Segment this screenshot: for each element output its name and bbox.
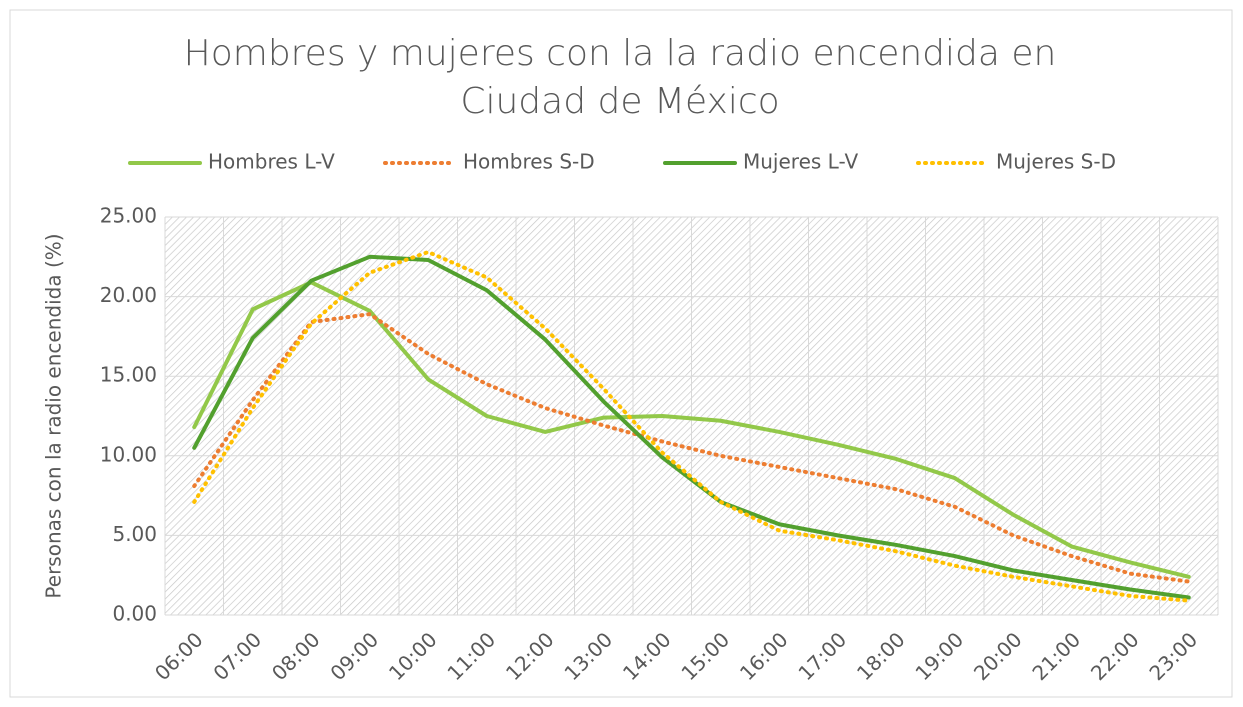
x-tick-label: 14:00 [618, 627, 676, 685]
x-tick-label: 10:00 [384, 627, 442, 685]
y-tick-label: 10.00 [100, 442, 157, 466]
legend-label: Mujeres S-D [996, 150, 1116, 174]
series-line [192, 250, 1191, 603]
x-tick-label: 08:00 [267, 627, 325, 685]
series-line [192, 254, 1191, 600]
y-tick-label: 0.00 [112, 602, 157, 626]
x-tick-label: 07:00 [208, 627, 266, 685]
chart-border [9, 9, 1233, 698]
x-tick-label: 11:00 [442, 627, 500, 685]
x-tick-label: 20:00 [969, 627, 1027, 685]
x-tick-label: 22:00 [1086, 627, 1144, 685]
x-tick-label: 12:00 [501, 627, 559, 685]
series-line [192, 280, 1191, 579]
chart-title: Hombres y mujeres con la la radio encend… [183, 33, 1057, 122]
legend-label: Hombres L-V [208, 150, 335, 174]
x-tick-label: 18:00 [852, 627, 910, 685]
x-tick-label: 09:00 [325, 627, 383, 685]
y-tick-label: 25.00 [100, 204, 157, 228]
x-tick-label: 06:00 [150, 627, 208, 685]
x-tick-label: 16:00 [735, 627, 793, 685]
y-tick-label: 15.00 [100, 363, 157, 387]
legend-label: Mujeres L-V [743, 150, 858, 174]
x-tick-label: 17:00 [793, 627, 851, 685]
legend-label: Hombres S-D [463, 150, 595, 174]
series-line [192, 312, 1191, 584]
x-tick-label: 15:00 [676, 627, 734, 685]
y-tick-label: 20.00 [100, 283, 157, 307]
x-tick-label: 19:00 [910, 627, 968, 685]
x-tick-label: 13:00 [559, 627, 617, 685]
y-tick-label: 5.00 [112, 522, 157, 546]
x-tick-label: 23:00 [1144, 627, 1202, 685]
x-tick-label: 21:00 [1027, 627, 1085, 685]
y-axis-label: Personas con la radio encendida (%) [42, 233, 66, 598]
